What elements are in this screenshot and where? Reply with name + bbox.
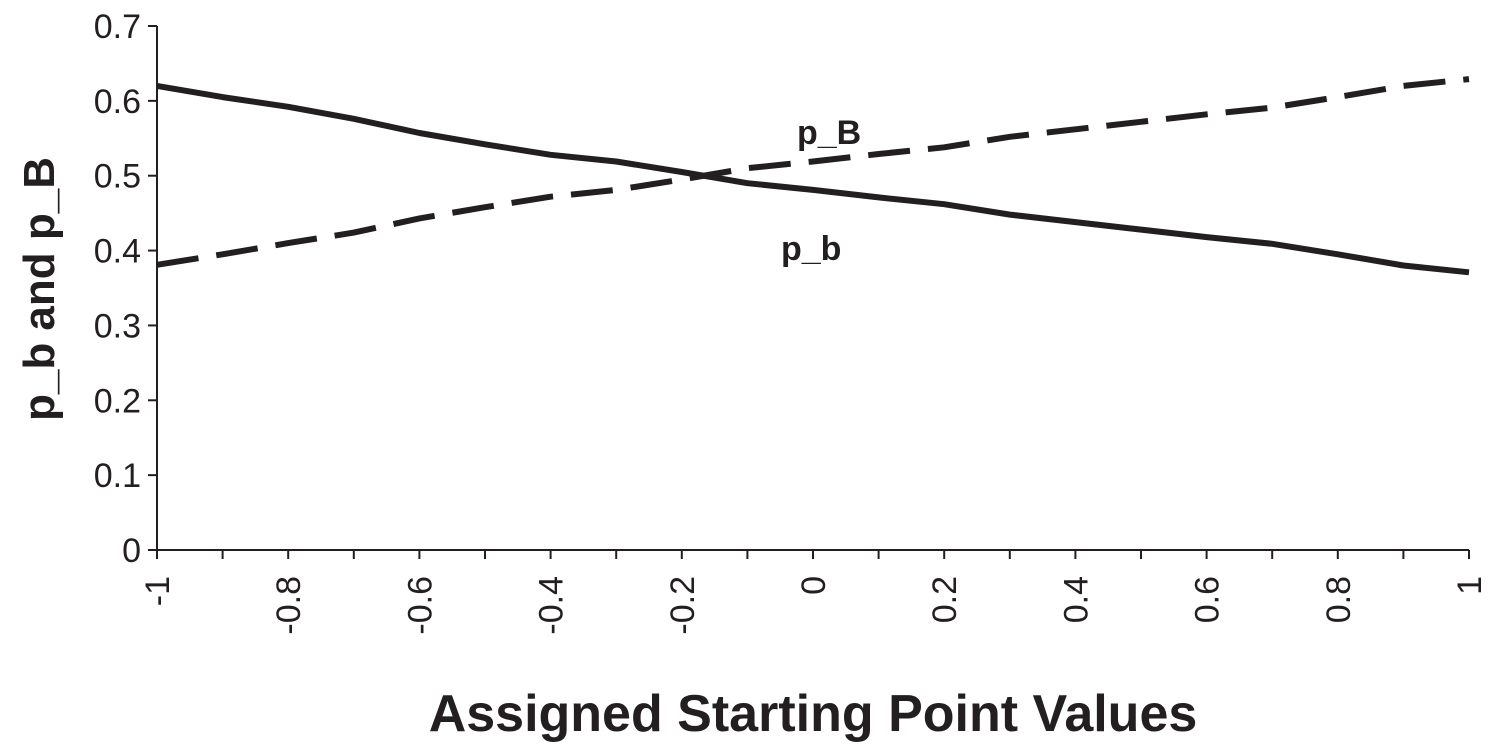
y-tick-label: 0.5 bbox=[94, 158, 141, 196]
x-tick-label: -0.2 bbox=[664, 576, 702, 635]
y-axis-title: p_b and p_B bbox=[15, 157, 64, 421]
ticks: 0 0.1 0.2 0.3 0.4 0.5 0.6 0.7 -1 -0.8 -0.6 -0.4 -0.2… bbox=[94, 8, 1489, 635]
series-label-p-B: p_B bbox=[797, 114, 861, 152]
y-tick-label: 0.1 bbox=[94, 457, 141, 495]
y-tick-label: 0.7 bbox=[94, 8, 141, 46]
series-label-p-b: p_b bbox=[781, 230, 841, 268]
y-tick-label: 0.4 bbox=[94, 233, 141, 271]
y-tick-label: 0 bbox=[122, 532, 141, 570]
x-tick-label: 0.4 bbox=[1057, 576, 1095, 623]
y-tick-label: 0.6 bbox=[94, 83, 141, 121]
axes bbox=[157, 26, 1469, 550]
y-tick-label: 0.2 bbox=[94, 382, 141, 420]
x-tick-label: -0.6 bbox=[401, 576, 439, 635]
x-tick-label: -1 bbox=[139, 576, 177, 606]
x-tick-label: 0.8 bbox=[1320, 576, 1358, 623]
x-tick-label: 0.2 bbox=[926, 576, 964, 623]
x-axis-title: Assigned Starting Point Values bbox=[429, 685, 1198, 743]
x-tick-label: 1 bbox=[1451, 576, 1489, 595]
x-tick-label: -0.4 bbox=[533, 576, 571, 635]
x-tick-label: -0.8 bbox=[270, 576, 308, 635]
x-tick-label: 0 bbox=[795, 576, 833, 595]
y-tick-label: 0.3 bbox=[94, 307, 141, 345]
x-tick-label: 0.6 bbox=[1189, 576, 1227, 623]
